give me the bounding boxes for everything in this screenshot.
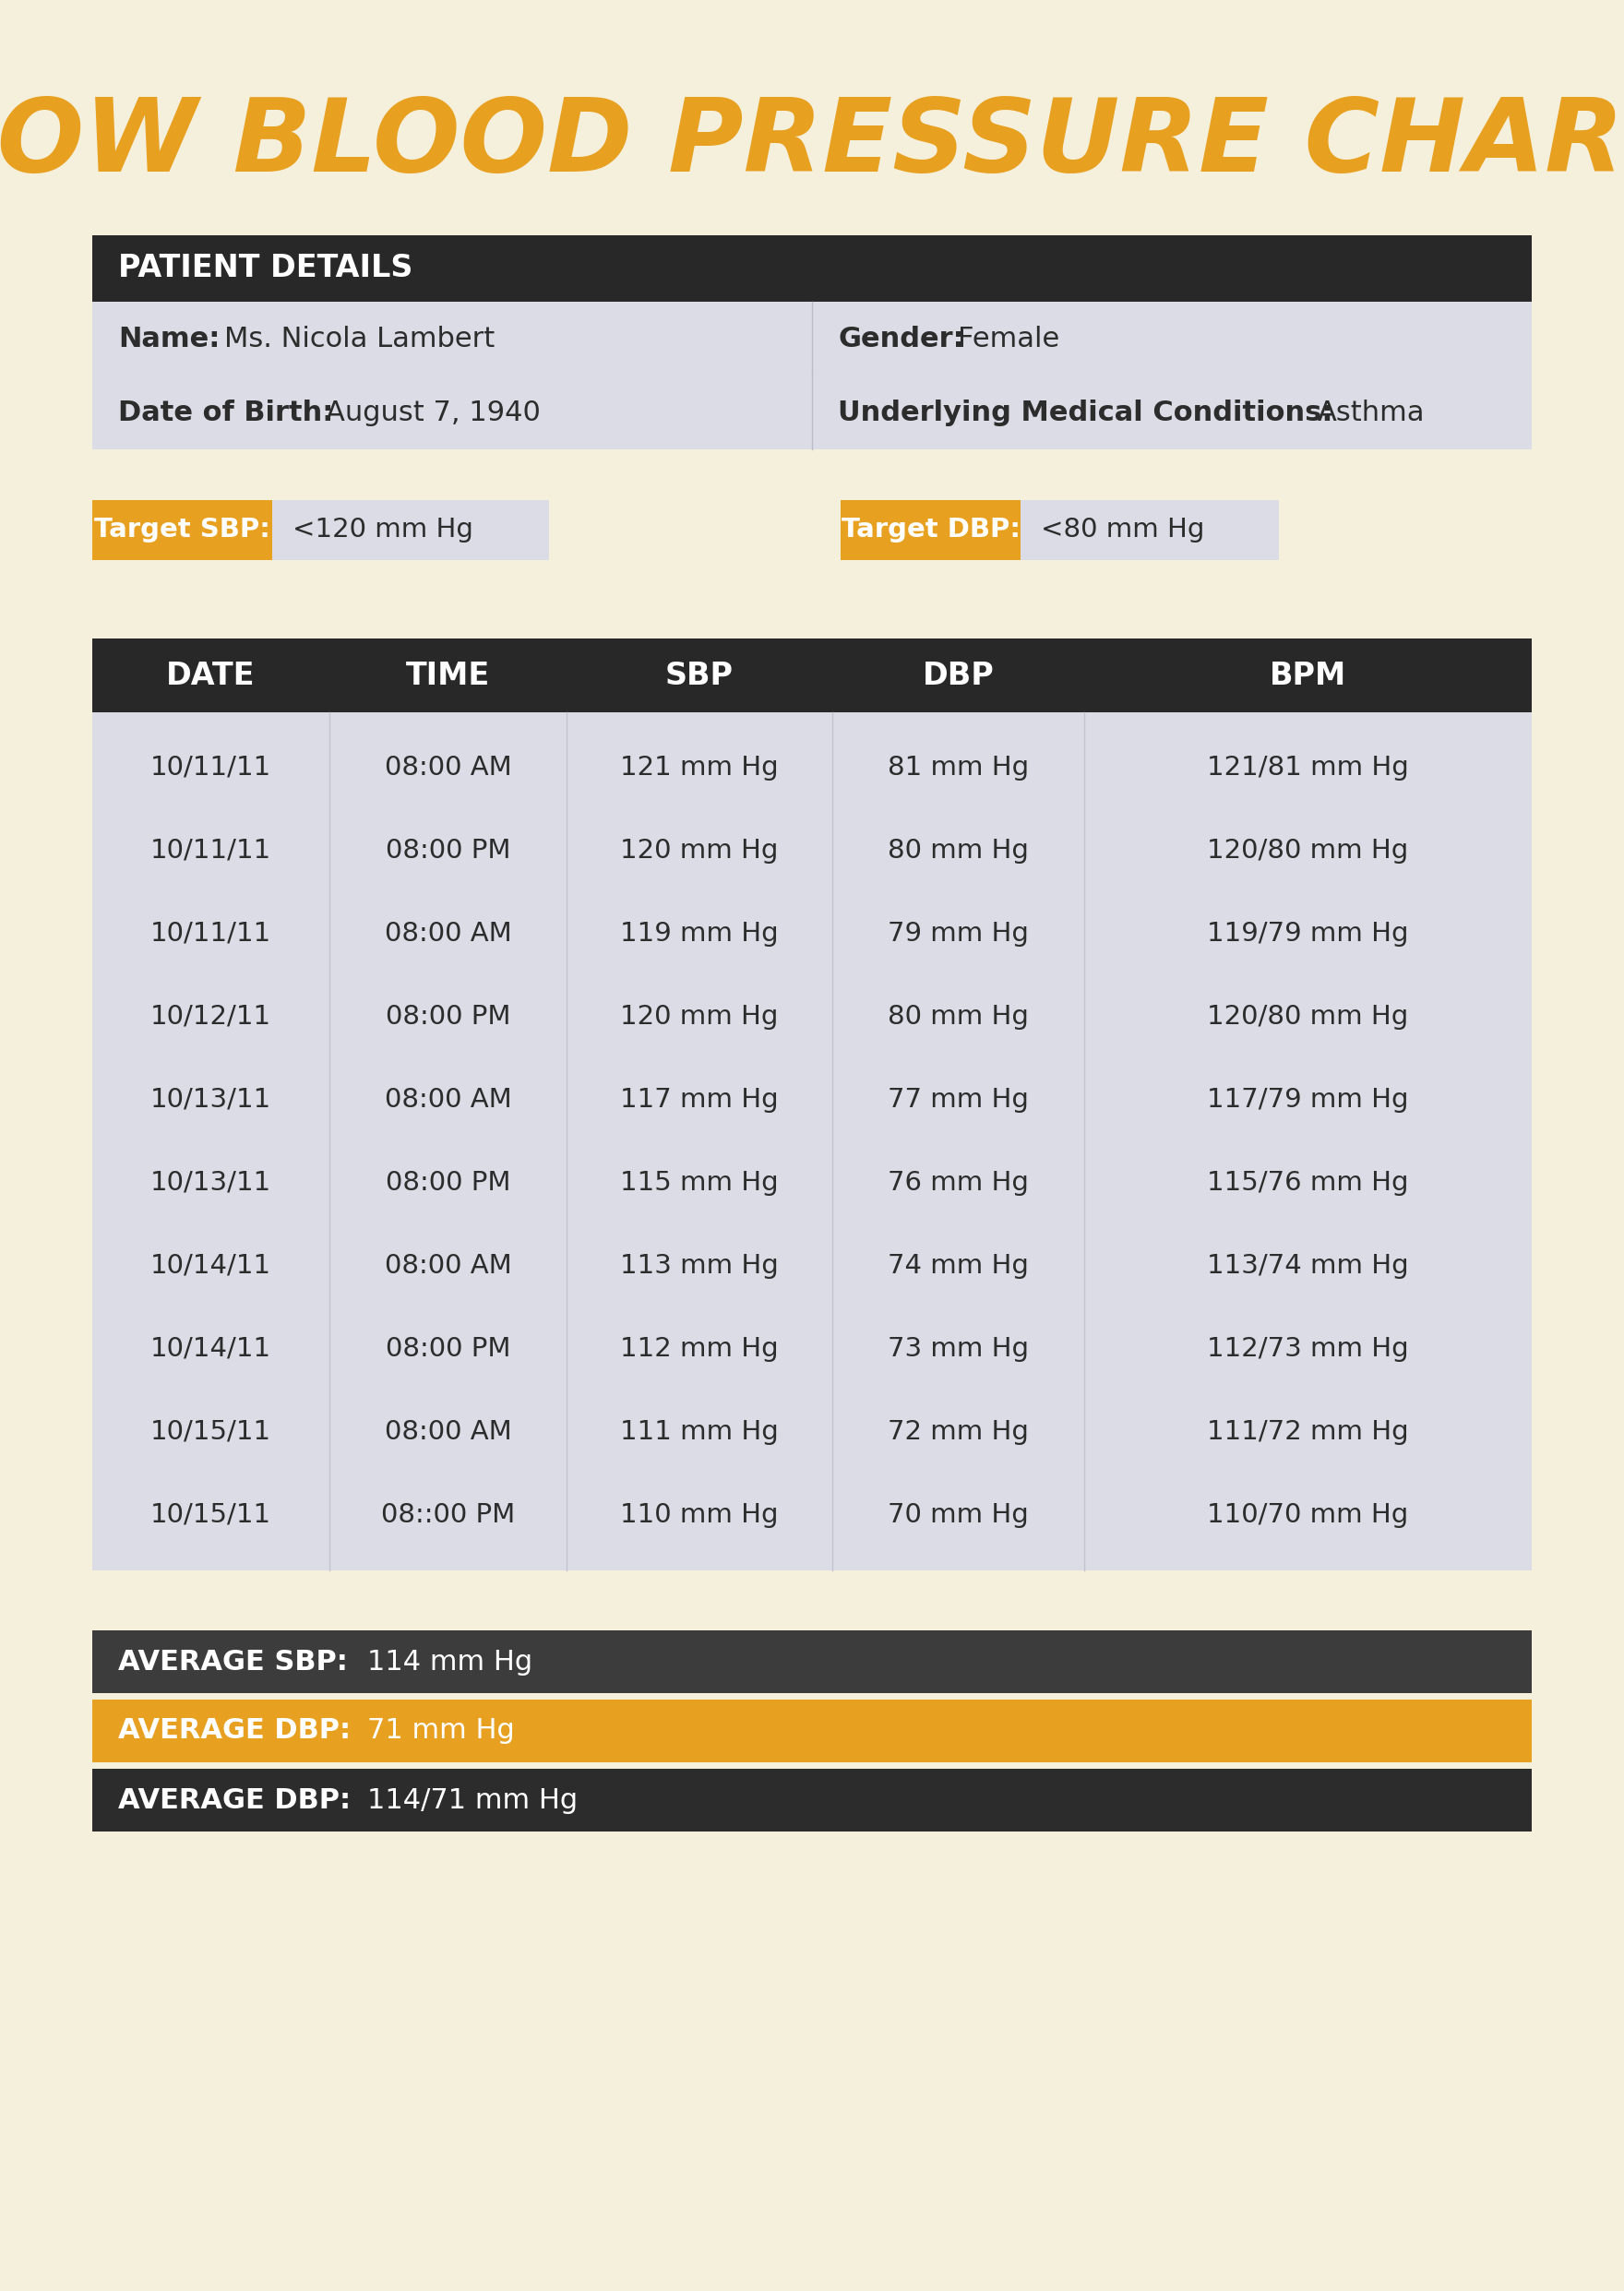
Text: Asthma: Asthma (1317, 399, 1426, 426)
Text: 80 mm Hg: 80 mm Hg (888, 839, 1028, 864)
Text: 10/11/11: 10/11/11 (151, 839, 271, 864)
Text: 120/80 mm Hg: 120/80 mm Hg (1207, 839, 1408, 864)
Text: 119/79 mm Hg: 119/79 mm Hg (1207, 921, 1408, 946)
Text: 115/76 mm Hg: 115/76 mm Hg (1207, 1171, 1408, 1196)
Text: 08:00 AM: 08:00 AM (385, 754, 512, 781)
Text: 80 mm Hg: 80 mm Hg (888, 1003, 1028, 1029)
Text: <80 mm Hg: <80 mm Hg (1041, 518, 1205, 543)
FancyBboxPatch shape (831, 639, 1085, 713)
Text: 70 mm Hg: 70 mm Hg (888, 1503, 1028, 1528)
Text: 110/70 mm Hg: 110/70 mm Hg (1207, 1503, 1408, 1528)
Text: 74 mm Hg: 74 mm Hg (888, 1253, 1028, 1278)
Text: 71 mm Hg: 71 mm Hg (367, 1718, 515, 1743)
FancyBboxPatch shape (93, 1700, 1531, 1762)
Text: 08:00 PM: 08:00 PM (385, 839, 510, 864)
Text: 114/71 mm Hg: 114/71 mm Hg (367, 1787, 578, 1814)
FancyBboxPatch shape (841, 499, 1020, 559)
Text: 77 mm Hg: 77 mm Hg (888, 1086, 1028, 1113)
FancyBboxPatch shape (93, 639, 330, 713)
Text: 10/15/11: 10/15/11 (151, 1418, 271, 1446)
FancyBboxPatch shape (1085, 639, 1531, 713)
Text: BPM: BPM (1270, 660, 1346, 690)
Text: 10/11/11: 10/11/11 (151, 921, 271, 946)
Text: PATIENT DETAILS: PATIENT DETAILS (119, 254, 412, 284)
Text: 08::00 PM: 08::00 PM (382, 1503, 515, 1528)
Text: 08:00 AM: 08:00 AM (385, 1253, 512, 1278)
Text: 110 mm Hg: 110 mm Hg (620, 1503, 778, 1528)
Text: 72 mm Hg: 72 mm Hg (888, 1418, 1028, 1446)
FancyBboxPatch shape (273, 499, 549, 559)
Text: 08:00 AM: 08:00 AM (385, 921, 512, 946)
Text: Date of Birth:: Date of Birth: (119, 399, 333, 426)
Text: 08:00 AM: 08:00 AM (385, 1086, 512, 1113)
Text: 120/80 mm Hg: 120/80 mm Hg (1207, 1003, 1408, 1029)
Text: AVERAGE DBP:: AVERAGE DBP: (119, 1718, 351, 1743)
Text: 120 mm Hg: 120 mm Hg (620, 1003, 778, 1029)
Text: 10/11/11: 10/11/11 (151, 754, 271, 781)
Text: 79 mm Hg: 79 mm Hg (888, 921, 1028, 946)
Text: SBP: SBP (666, 660, 734, 690)
Text: Female: Female (958, 325, 1059, 353)
Text: 10/13/11: 10/13/11 (151, 1086, 271, 1113)
Text: 73 mm Hg: 73 mm Hg (888, 1336, 1030, 1361)
Text: Target DBP:: Target DBP: (841, 518, 1020, 543)
FancyBboxPatch shape (93, 302, 1531, 376)
Text: August 7, 1940: August 7, 1940 (326, 399, 541, 426)
Text: Gender:: Gender: (838, 325, 965, 353)
Text: AVERAGE SBP:: AVERAGE SBP: (119, 1647, 348, 1675)
FancyBboxPatch shape (93, 236, 1531, 302)
Text: 08:00 AM: 08:00 AM (385, 1418, 512, 1446)
Text: Name:: Name: (119, 325, 219, 353)
Text: Ms. Nicola Lambert: Ms. Nicola Lambert (224, 325, 495, 353)
Text: 08:00 PM: 08:00 PM (385, 1171, 510, 1196)
Text: 10/12/11: 10/12/11 (151, 1003, 271, 1029)
Text: 117/79 mm Hg: 117/79 mm Hg (1207, 1086, 1408, 1113)
Text: 08:00 PM: 08:00 PM (385, 1336, 510, 1361)
Text: 121 mm Hg: 121 mm Hg (620, 754, 778, 781)
Text: 119 mm Hg: 119 mm Hg (620, 921, 778, 946)
Text: Underlying Medical Conditions:: Underlying Medical Conditions: (838, 399, 1333, 426)
Text: 113/74 mm Hg: 113/74 mm Hg (1207, 1253, 1410, 1278)
FancyBboxPatch shape (93, 1631, 1531, 1693)
Text: <120 mm Hg: <120 mm Hg (292, 518, 473, 543)
Text: Target SBP:: Target SBP: (94, 518, 270, 543)
Text: 112/73 mm Hg: 112/73 mm Hg (1207, 1336, 1410, 1361)
FancyBboxPatch shape (93, 376, 1531, 449)
Text: AVERAGE DBP:: AVERAGE DBP: (119, 1787, 351, 1814)
Text: 08:00 PM: 08:00 PM (385, 1003, 510, 1029)
Text: DBP: DBP (922, 660, 994, 690)
Text: 10/15/11: 10/15/11 (151, 1503, 271, 1528)
Text: DATE: DATE (166, 660, 255, 690)
FancyBboxPatch shape (330, 639, 567, 713)
FancyBboxPatch shape (567, 639, 831, 713)
Text: 114 mm Hg: 114 mm Hg (367, 1647, 533, 1675)
Text: 10/13/11: 10/13/11 (151, 1171, 271, 1196)
Text: 111 mm Hg: 111 mm Hg (620, 1418, 778, 1446)
Text: 113 mm Hg: 113 mm Hg (620, 1253, 778, 1278)
Text: 112 mm Hg: 112 mm Hg (620, 1336, 778, 1361)
Text: 81 mm Hg: 81 mm Hg (888, 754, 1030, 781)
Text: TIME: TIME (406, 660, 490, 690)
FancyBboxPatch shape (93, 1769, 1531, 1831)
Text: 10/14/11: 10/14/11 (151, 1336, 271, 1361)
Text: LOW BLOOD PRESSURE CHART: LOW BLOOD PRESSURE CHART (0, 94, 1624, 192)
Text: 117 mm Hg: 117 mm Hg (620, 1086, 778, 1113)
FancyBboxPatch shape (93, 499, 273, 559)
Text: 10/14/11: 10/14/11 (151, 1253, 271, 1278)
Text: 76 mm Hg: 76 mm Hg (888, 1171, 1028, 1196)
Text: 120 mm Hg: 120 mm Hg (620, 839, 778, 864)
FancyBboxPatch shape (1020, 499, 1280, 559)
Text: 115 mm Hg: 115 mm Hg (620, 1171, 778, 1196)
Text: 121/81 mm Hg: 121/81 mm Hg (1207, 754, 1410, 781)
Text: 111/72 mm Hg: 111/72 mm Hg (1207, 1418, 1410, 1446)
FancyBboxPatch shape (93, 713, 1531, 1569)
